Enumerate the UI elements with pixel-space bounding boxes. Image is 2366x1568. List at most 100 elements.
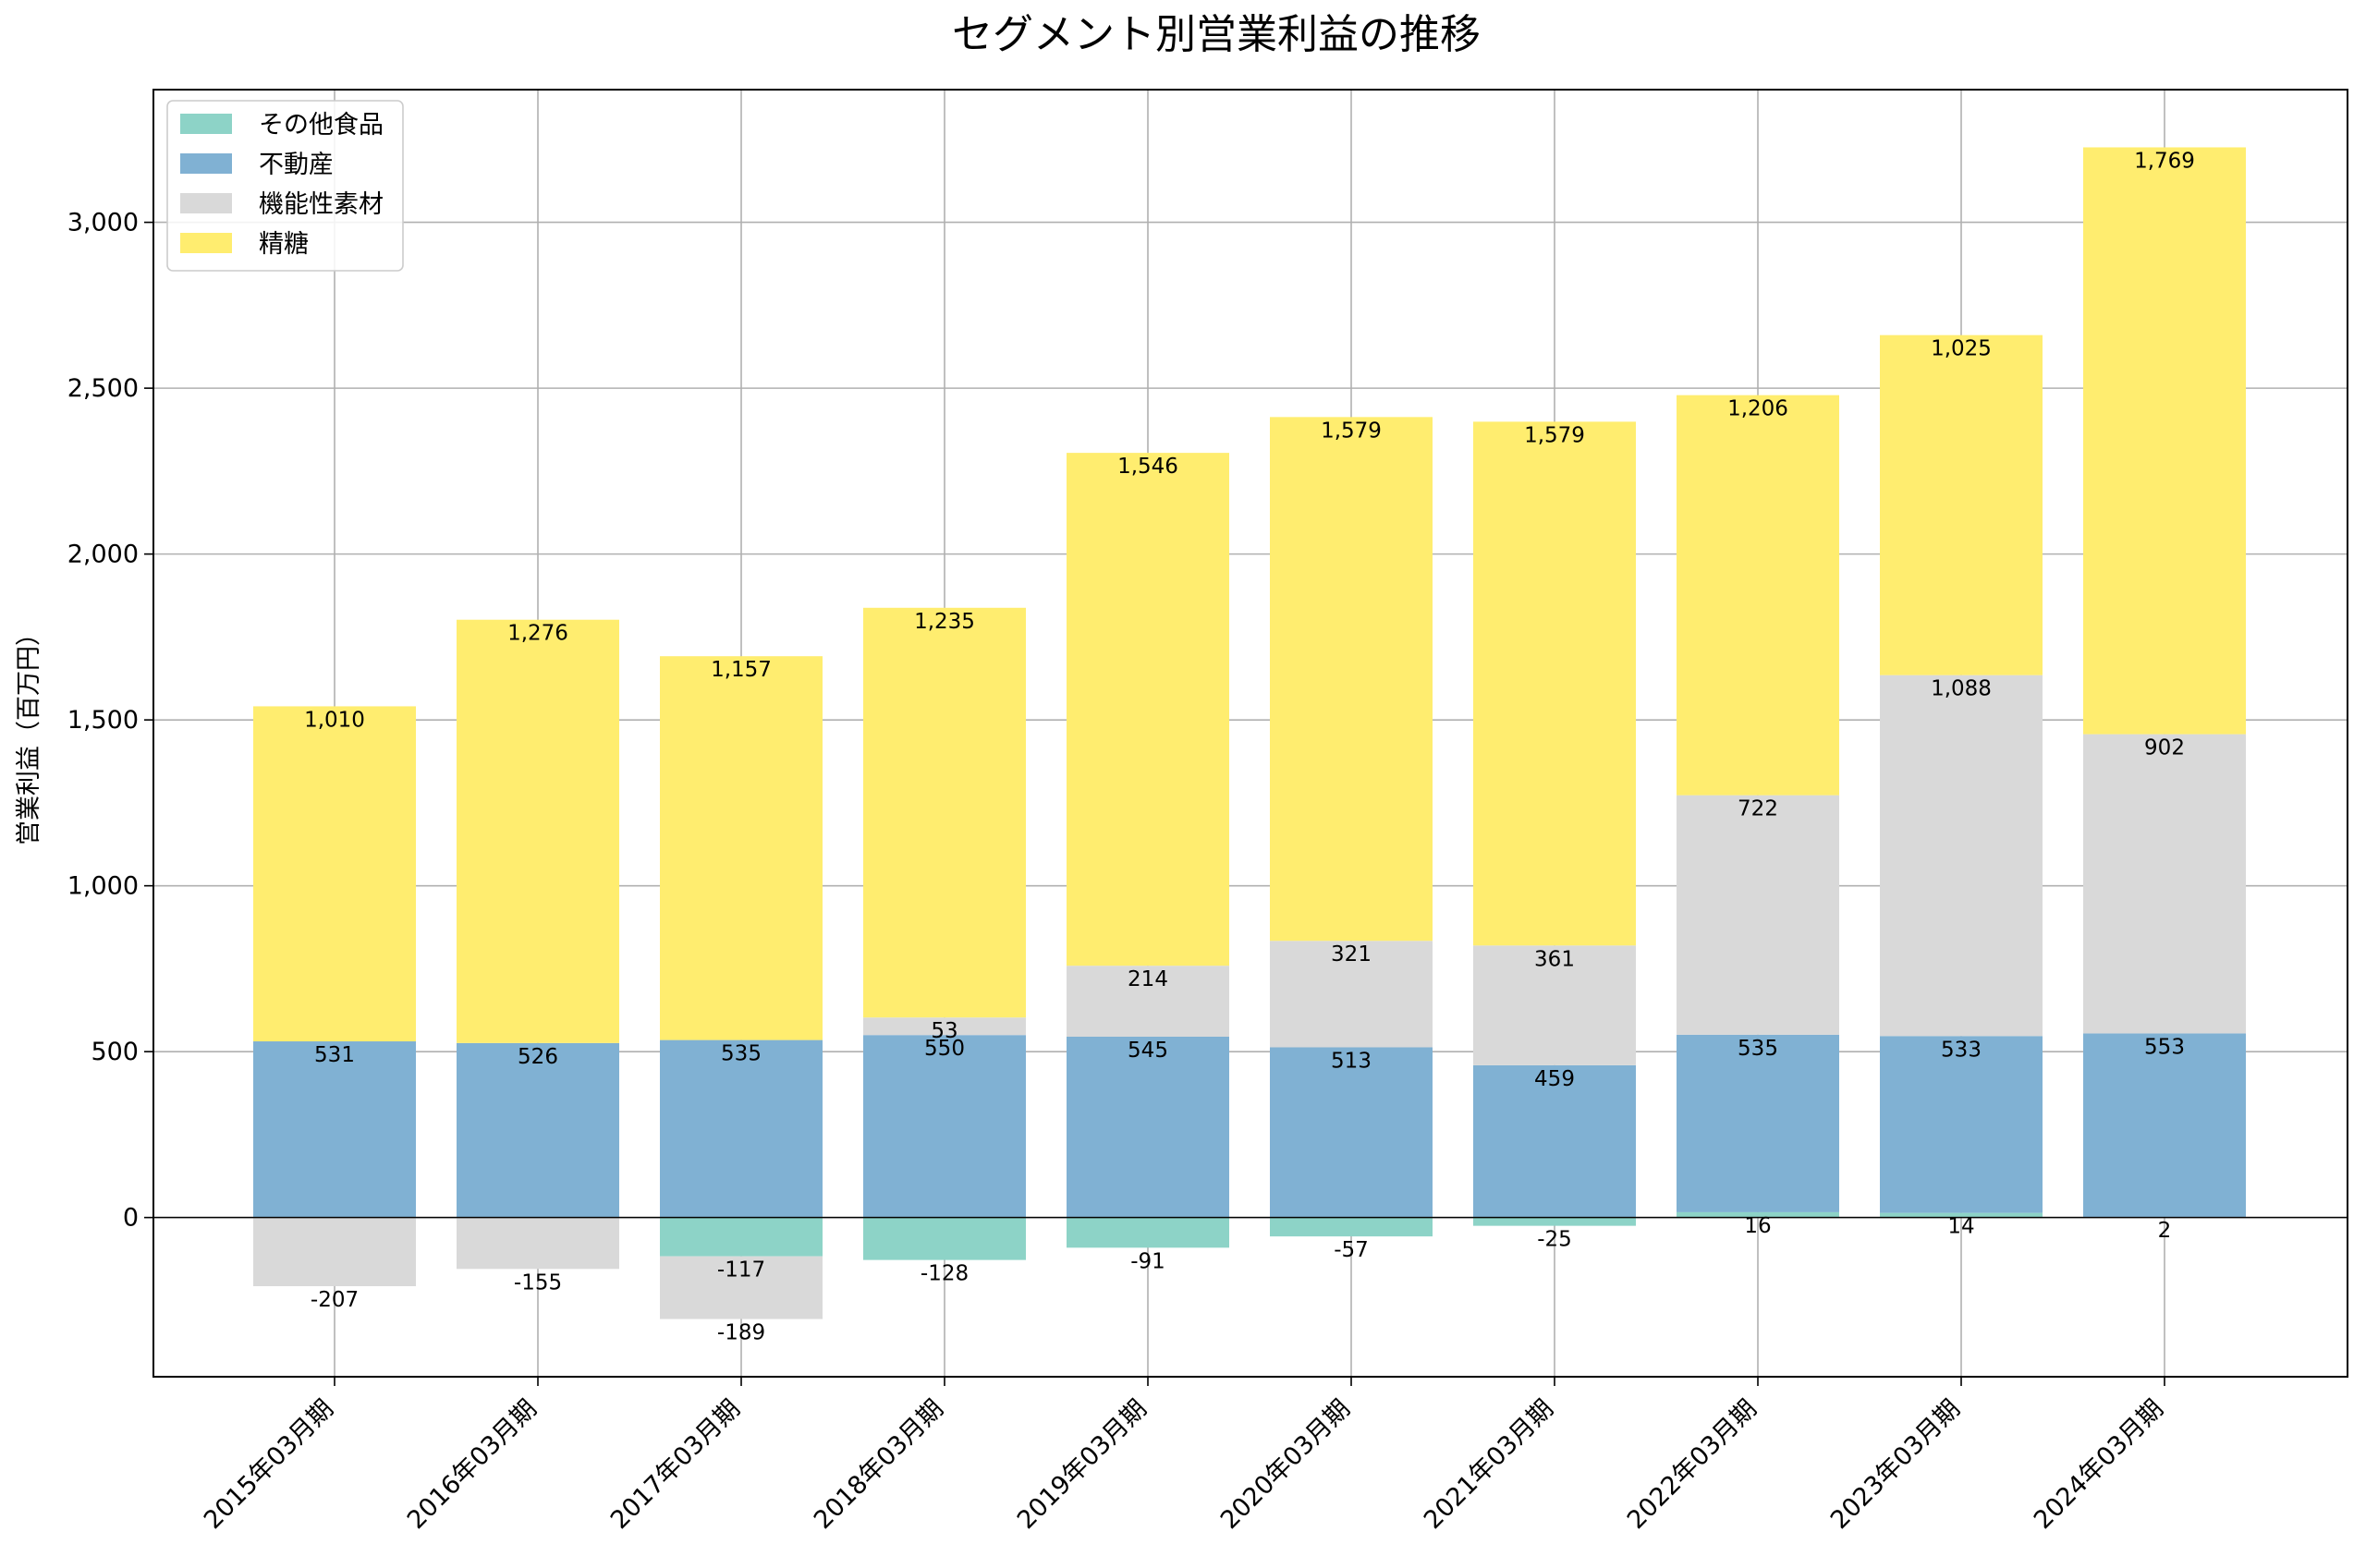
bar-segment	[1880, 1036, 2043, 1213]
bar-segment	[1880, 334, 2043, 675]
bar-segment	[660, 656, 823, 1040]
data-label: 902	[2144, 736, 2185, 760]
data-label: -25	[1537, 1228, 1572, 1252]
data-label: -189	[717, 1321, 765, 1345]
bar-segment	[1677, 1034, 1839, 1212]
bar-segment	[1473, 1064, 1636, 1218]
data-label: -207	[311, 1288, 359, 1312]
legend-label: その他食品	[259, 111, 384, 140]
data-label: -91	[1130, 1249, 1165, 1273]
data-label: 1,025	[1931, 337, 1992, 361]
bar-segment	[1880, 675, 2043, 1037]
data-label: 550	[924, 1037, 965, 1061]
bar-segment	[457, 619, 619, 1043]
data-label: 361	[1534, 947, 1575, 971]
bar-segment	[1067, 1037, 1229, 1218]
legend-label: 不動産	[259, 151, 334, 179]
data-label: 722	[1738, 797, 1778, 821]
bar-segment	[457, 1042, 619, 1218]
data-label: 1,579	[1321, 419, 1382, 443]
bar-segment	[1270, 1047, 1433, 1218]
data-label: 459	[1534, 1067, 1575, 1091]
bar-segment	[660, 1256, 823, 1319]
data-label: 1,206	[1727, 397, 1788, 421]
data-label: 553	[2144, 1035, 2185, 1059]
legend-swatch	[180, 114, 232, 134]
x-tick-label: 2019年03月期	[1012, 1394, 1153, 1535]
y-axis: 0 500 1,000 1,500 2,000 2,500 3,000	[67, 209, 153, 1233]
data-label: 1,769	[2134, 149, 2195, 173]
bar-segment	[863, 1035, 1026, 1218]
y-axis-label: 営業利益（百万円）	[15, 621, 43, 845]
x-tick-label: 2016年03月期	[402, 1394, 543, 1535]
data-label: 1,157	[711, 658, 772, 682]
y-tick-label: 2,000	[67, 541, 139, 569]
bar-segment	[863, 607, 1026, 1018]
data-label: 2	[2158, 1219, 2172, 1243]
plot-frame	[152, 89, 2348, 1378]
bar-segment	[253, 1217, 416, 1286]
data-label: -117	[717, 1258, 765, 1282]
x-tick-label: 2017年03月期	[605, 1394, 746, 1535]
bar-segment	[1473, 945, 1636, 1065]
bar-segment	[1677, 395, 1839, 796]
x-tick-label: 2024年03月期	[2029, 1394, 2169, 1535]
x-tick-label: 2023年03月期	[1825, 1394, 1966, 1535]
data-label: 1,276	[507, 622, 568, 646]
bar-segment	[1067, 453, 1229, 966]
data-label: -128	[921, 1262, 969, 1286]
value-labels: 531 -207 1,010 526 -155 1,276 -117 535 -189 1,157…	[304, 149, 2195, 1344]
bar-segment	[1270, 1217, 1433, 1237]
bar-segment	[1473, 421, 1636, 946]
bar-segment	[253, 706, 416, 1042]
data-label: 16	[1744, 1214, 1771, 1238]
x-tick-label: 2022年03月期	[1622, 1394, 1762, 1535]
bar-segment	[253, 1041, 416, 1218]
data-label: 535	[1738, 1037, 1778, 1061]
data-label: 14	[1947, 1215, 1974, 1239]
x-tick-label: 2018年03月期	[809, 1394, 949, 1535]
x-tick-label: 2020年03月期	[1215, 1394, 1356, 1535]
data-label: 321	[1331, 942, 1372, 966]
bar-segment	[863, 1017, 1026, 1036]
bar-segment	[1067, 966, 1229, 1038]
y-tick-label: 0	[123, 1204, 139, 1233]
data-label: 526	[518, 1045, 558, 1069]
bar-segment	[2083, 734, 2246, 1034]
y-tick-label: 2,500	[67, 374, 139, 403]
data-label: 214	[1128, 967, 1168, 991]
legend-box	[166, 100, 404, 272]
bar-segment	[457, 1217, 619, 1270]
bar-segment	[2083, 147, 2246, 735]
bar-segment	[863, 1217, 1026, 1260]
x-tick-label: 2015年03月期	[199, 1394, 339, 1535]
legend-label: 機能性素材	[259, 190, 384, 219]
data-label: -155	[514, 1270, 562, 1295]
bar-segment	[1270, 941, 1433, 1048]
bar-segment	[1880, 1212, 2043, 1218]
data-label: 1,546	[1117, 455, 1178, 479]
data-label: 1,088	[1931, 677, 1992, 701]
legend-swatch	[180, 233, 232, 253]
bar-segment	[1473, 1217, 1636, 1226]
legend-swatch	[180, 193, 232, 213]
y-tick-label: 1,000	[67, 872, 139, 901]
data-label: -57	[1334, 1238, 1369, 1262]
x-tick-label: 2021年03月期	[1419, 1394, 1559, 1535]
x-axis: 2015年03月期 2016年03月期 2017年03月期 2018年03月期 2019…	[199, 1377, 2169, 1535]
data-label: 545	[1128, 1039, 1168, 1063]
data-label: 1,579	[1524, 423, 1585, 447]
bar-segment	[1677, 795, 1839, 1035]
y-tick-label: 500	[91, 1038, 139, 1066]
bar-segment	[1270, 417, 1433, 942]
bar-segment	[660, 1039, 823, 1218]
y-tick-label: 1,500	[67, 706, 139, 735]
bar-segment	[660, 1217, 823, 1257]
legend-swatch	[180, 153, 232, 174]
bar-segment	[1677, 1211, 1839, 1218]
bar-segment	[1067, 1217, 1229, 1248]
chart-title: セグメント別営業利益の推移	[952, 11, 1481, 58]
data-label: 531	[314, 1043, 355, 1067]
